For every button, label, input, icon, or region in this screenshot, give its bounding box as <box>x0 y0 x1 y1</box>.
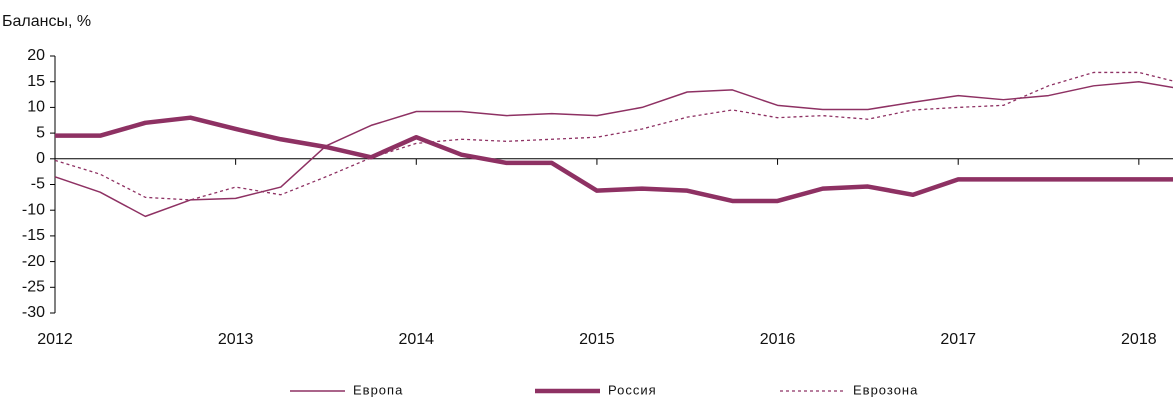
x-tick-label: 2017 <box>940 331 976 348</box>
legend-label: Европа <box>353 382 403 397</box>
y-tick-label: 15 <box>27 73 45 90</box>
y-axis-label: Балансы, % <box>2 13 91 30</box>
y-tick-label: 20 <box>27 47 45 64</box>
y-tick-label: -10 <box>22 201 45 218</box>
y-tick-label: -25 <box>22 279 45 296</box>
line-series <box>55 115 1173 204</box>
y-tick-label: -15 <box>22 227 45 244</box>
line-series <box>54 71 1173 201</box>
y-tick-label: -20 <box>22 253 45 270</box>
x-tick-label: 2016 <box>760 331 796 348</box>
x-tick-label: 2018 <box>1121 331 1157 348</box>
y-tick-label: 10 <box>27 99 45 116</box>
line-series <box>54 80 1173 218</box>
y-tick-label: -5 <box>31 176 45 193</box>
x-tick-label: 2012 <box>37 331 73 348</box>
x-tick-label: 2013 <box>218 331 254 348</box>
legend-label: Еврозона <box>853 382 918 397</box>
legend-label: Россия <box>608 382 657 397</box>
y-tick-label: 5 <box>36 124 45 141</box>
x-tick-label: 2014 <box>398 331 434 348</box>
y-tick-label: 0 <box>36 150 45 167</box>
x-tick-label: 2015 <box>579 331 615 348</box>
y-tick-label: -30 <box>22 304 45 321</box>
